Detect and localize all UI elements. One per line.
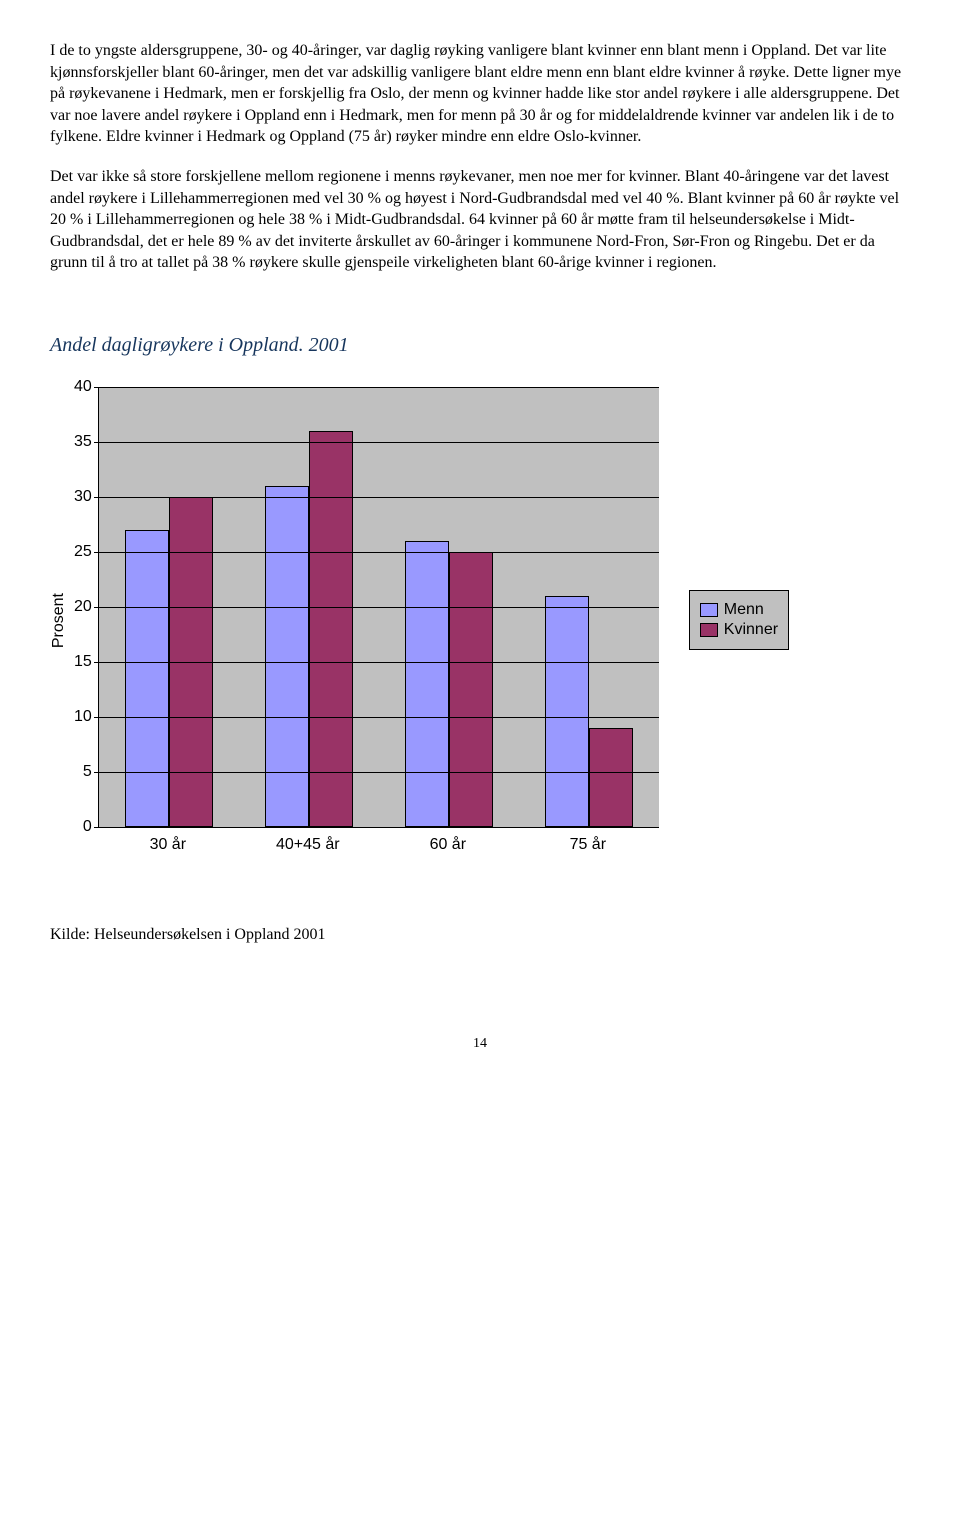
page-number: 14	[50, 1036, 910, 1052]
legend-item-menn: Menn	[700, 601, 778, 619]
bar-kvinner	[449, 552, 493, 827]
bar-menn	[265, 486, 309, 827]
legend-label-kvinner: Kvinner	[724, 621, 778, 639]
y-tick	[94, 717, 99, 718]
chart-box: 4035302520151050 30 år40+45 år60 år75 år	[74, 387, 659, 854]
bar-menn	[405, 541, 449, 827]
swatch-kvinner	[700, 623, 718, 637]
legend-item-kvinner: Kvinner	[700, 621, 778, 639]
legend: Menn Kvinner	[689, 590, 789, 650]
x-tick-label: 30 år	[124, 836, 212, 854]
gridline	[99, 552, 659, 553]
y-tick	[94, 772, 99, 773]
paragraph-1: I de to yngste aldersgruppene, 30- og 40…	[50, 40, 910, 148]
chart-container: Prosent 4035302520151050 30 år40+45 år60…	[50, 387, 910, 854]
y-tick	[94, 827, 99, 828]
bar-kvinner	[309, 431, 353, 827]
y-tick	[94, 552, 99, 553]
y-tick	[94, 387, 99, 388]
bar-menn	[545, 596, 589, 827]
x-tick-label: 40+45 år	[264, 836, 352, 854]
y-axis-label: Prosent	[50, 593, 68, 648]
y-tick	[94, 497, 99, 498]
source-line: Kilde: Helseundersøkelsen i Oppland 2001	[50, 924, 910, 946]
x-tick-label: 75 år	[544, 836, 632, 854]
swatch-menn	[700, 603, 718, 617]
x-axis: 30 år 40+45 år 60 år 75 år	[98, 828, 658, 854]
chart-title: Andel dagligrøykere i Oppland. 2001	[50, 334, 910, 357]
gridline	[99, 607, 659, 608]
bar-menn	[125, 530, 169, 827]
y-tick	[94, 662, 99, 663]
gridline	[99, 772, 659, 773]
x-tick-label: 60 år	[404, 836, 492, 854]
bar-kvinner	[589, 728, 633, 827]
bar-group	[545, 596, 633, 827]
legend-label-menn: Menn	[724, 601, 764, 619]
paragraph-2: Det var ikke så store forskjellene mello…	[50, 166, 910, 274]
gridline	[99, 662, 659, 663]
gridline	[99, 442, 659, 443]
y-tick	[94, 442, 99, 443]
y-tick	[94, 607, 99, 608]
gridline	[99, 497, 659, 498]
plot-area	[98, 387, 659, 828]
gridline	[99, 717, 659, 718]
gridline	[99, 387, 659, 388]
bar-group	[265, 431, 353, 827]
bar-group	[405, 541, 493, 827]
